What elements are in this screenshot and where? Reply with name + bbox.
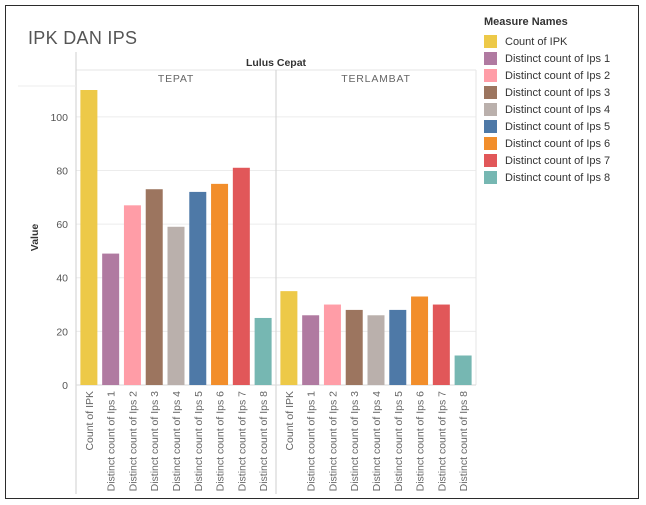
legend-label: Distinct count of Ips 6 [505, 137, 611, 150]
bar [232, 167, 250, 385]
legend-label: Distinct count of Ips 7 [505, 154, 611, 167]
bar [167, 226, 185, 385]
bar [323, 304, 341, 385]
x-tick-label: Distinct count of Ips 1 [106, 391, 118, 492]
x-tick-label: Distinct count of Ips 8 [458, 391, 470, 492]
legend-item[interactable]: Distinct count of Ips 4 [484, 101, 634, 118]
legend-swatch [484, 120, 497, 133]
x-tick-label: Distinct count of Ips 7 [436, 391, 448, 492]
legend-item[interactable]: Distinct count of Ips 1 [484, 50, 634, 67]
y-axis-title: Value [29, 224, 41, 252]
y-tick-label: 80 [56, 165, 68, 177]
x-tick-label: Distinct count of Ips 5 [193, 391, 205, 492]
legend-swatch [484, 154, 497, 167]
legend-item[interactable]: Distinct count of Ips 6 [484, 135, 634, 152]
bar [189, 191, 207, 385]
bar [302, 315, 320, 385]
bar [345, 309, 363, 385]
x-tick-label: Distinct count of Ips 6 [215, 391, 227, 492]
x-tick-label: Distinct count of Ips 3 [149, 391, 161, 492]
legend-items: Count of IPK Distinct count of Ips 1 Disti… [484, 33, 634, 186]
legend-item[interactable]: Distinct count of Ips 7 [484, 152, 634, 169]
bar [411, 296, 429, 385]
legend-item[interactable]: Distinct count of Ips 2 [484, 67, 634, 84]
legend-item[interactable]: Distinct count of Ips 8 [484, 169, 634, 186]
legend-label: Distinct count of Ips 4 [505, 103, 611, 116]
legend-title: Measure Names [484, 16, 568, 28]
x-tick-label: Distinct count of Ips 2 [127, 391, 139, 492]
legend-label: Distinct count of Ips 3 [505, 86, 611, 99]
x-tick-label: Distinct count of Ips 4 [171, 391, 183, 492]
x-tick-label: Count of IPK [84, 391, 96, 451]
x-tick-label: Distinct count of Ips 2 [327, 391, 339, 492]
legend-swatch [484, 35, 497, 48]
bar [254, 317, 272, 385]
legend-label: Count of IPK [505, 35, 568, 48]
bar [367, 315, 385, 385]
legend-swatch [484, 103, 497, 116]
bar [102, 253, 120, 385]
column-header: Lulus Cepat [246, 57, 307, 69]
bar [454, 355, 472, 385]
x-tick-label: Distinct count of Ips 4 [371, 391, 383, 492]
bar [211, 183, 229, 385]
legend-label: Distinct count of Ips 1 [505, 52, 611, 65]
legend-label: Distinct count of Ips 5 [505, 120, 611, 133]
x-tick-label: Distinct count of Ips 7 [236, 391, 248, 492]
bar [123, 205, 141, 385]
x-tick-label: Count of IPK [284, 391, 296, 451]
legend-swatch [484, 171, 497, 184]
panel-label: TEPAT [158, 73, 194, 85]
legend-swatch [484, 86, 497, 99]
legend-label: Distinct count of Ips 8 [505, 171, 611, 184]
legend-swatch [484, 137, 497, 150]
y-tick-label: 40 [56, 273, 68, 285]
x-tick-label: Distinct count of Ips 5 [393, 391, 405, 492]
y-tick-label: 100 [50, 112, 68, 124]
legend: Measure Names Count of IPK Distinct count… [484, 16, 634, 186]
bar [389, 309, 407, 385]
legend-item[interactable]: Count of IPK [484, 33, 634, 50]
legend-swatch [484, 69, 497, 82]
panel-label: TERLAMBAT [341, 73, 410, 85]
chart-frame: IPK DAN IPS [5, 5, 639, 499]
legend-swatch [484, 52, 497, 65]
legend-item[interactable]: Distinct count of Ips 5 [484, 118, 634, 135]
y-tick-label: 20 [56, 326, 68, 338]
bar [280, 291, 298, 385]
bar [145, 189, 163, 385]
dashboard-title: IPK DAN IPS [28, 28, 138, 48]
x-tick-label: Distinct count of Ips 6 [415, 391, 427, 492]
x-tick-label: Distinct count of Ips 3 [349, 391, 361, 492]
legend-item[interactable]: Distinct count of Ips 3 [484, 84, 634, 101]
bar [432, 304, 450, 385]
legend-label: Distinct count of Ips 2 [505, 69, 611, 82]
bar [80, 90, 98, 385]
y-tick-label: 0 [62, 380, 68, 392]
y-tick-label: 60 [56, 219, 68, 231]
x-tick-label: Distinct count of Ips 8 [258, 391, 270, 492]
x-tick-label: Distinct count of Ips 1 [306, 391, 318, 492]
